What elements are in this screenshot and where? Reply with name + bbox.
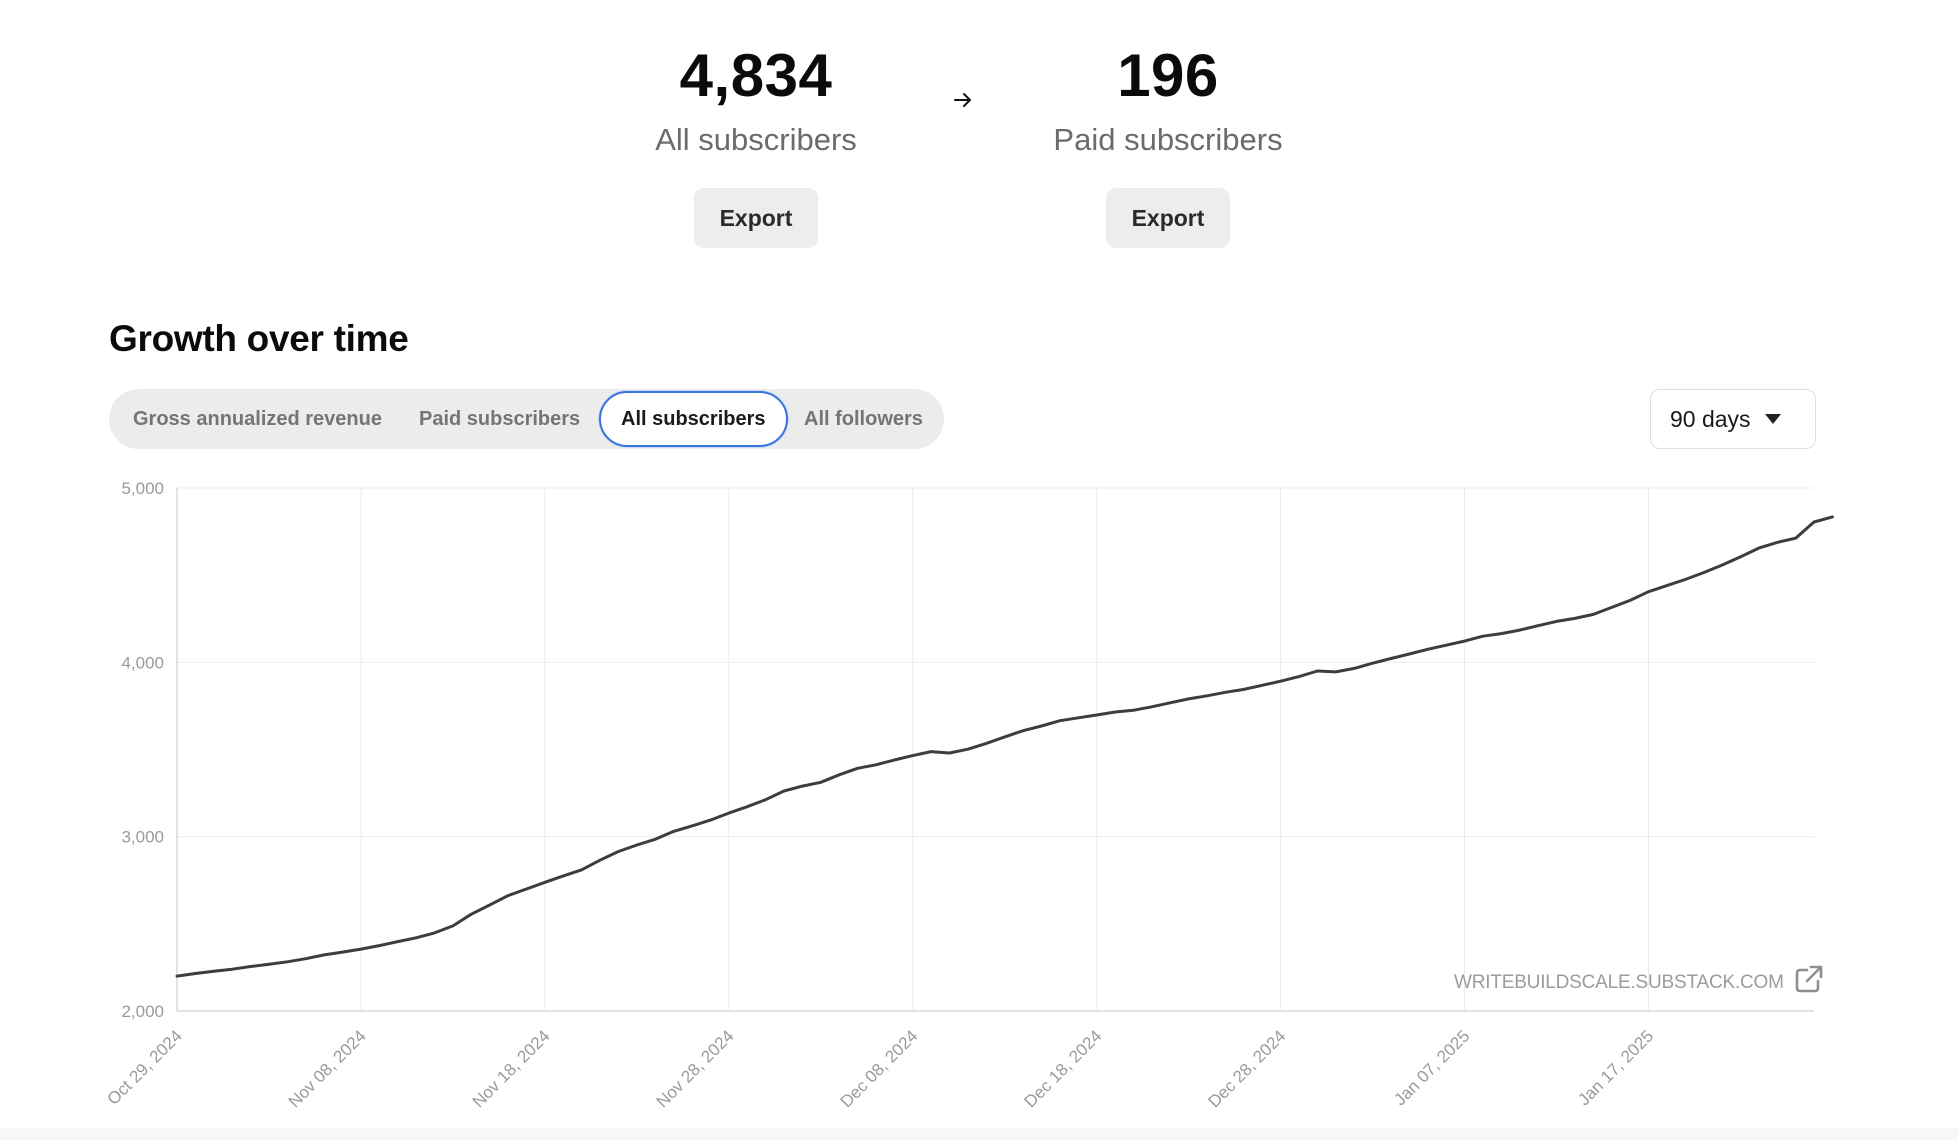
export-all-subscribers-button[interactable]: Export [693, 188, 819, 248]
page-bottom-edge [0, 1128, 1958, 1140]
x-tick-label: Dec 28, 2024 [1204, 1026, 1289, 1111]
y-tick-label: 5,000 [121, 479, 164, 498]
tab-paid-subscribers[interactable]: Paid subscribers [419, 408, 581, 430]
x-tick-label: Nov 28, 2024 [653, 1026, 738, 1111]
chart-series [175, 515, 1834, 978]
chart-tick-labels: 2,000 3,000 4,000 5,000 Oct 29, 2024 Nov 08, … [104, 479, 1658, 1111]
publication-link[interactable]: WRITEBUILDSCALE.SUBSTACK.COM [1454, 963, 1824, 1003]
tab-all-subscribers[interactable]: All subscribers [599, 391, 788, 447]
x-tick-label: Nov 18, 2024 [469, 1026, 554, 1111]
paid-subscribers-label: Paid subscribers [1053, 122, 1283, 157]
external-link-icon [1795, 965, 1823, 993]
chart-axes [176, 488, 1814, 1012]
all-subscribers-label: All subscribers [655, 122, 857, 157]
metric-tab-bar: Gross annualized revenue Paid subscriber… [109, 389, 944, 449]
x-tick-label: Dec 08, 2024 [837, 1026, 922, 1111]
chart-grid [177, 487, 1814, 1011]
x-tick-label: Oct 29, 2024 [104, 1026, 186, 1108]
arrow-right-icon [954, 93, 971, 107]
tab-gross-annualized-revenue[interactable]: Gross annualized revenue [133, 408, 382, 430]
x-tick-label: Dec 18, 2024 [1021, 1026, 1106, 1111]
x-tick-label: Jan 17, 2025 [1574, 1026, 1657, 1109]
paid-subscribers-stat: 196 Paid subscribers Export [958, 36, 1378, 248]
y-tick-label: 4,000 [121, 653, 164, 672]
y-tick-label: 3,000 [121, 828, 164, 847]
paid-subscribers-count: 196 [1117, 42, 1219, 109]
x-tick-label: Nov 08, 2024 [285, 1026, 370, 1111]
export-paid-subscribers-button[interactable]: Export [1105, 188, 1231, 248]
y-tick-label: 2,000 [121, 1002, 164, 1021]
publication-url: WRITEBUILDSCALE.SUBSTACK.COM [1454, 972, 1784, 993]
x-tick-label: Jan 07, 2025 [1390, 1026, 1473, 1109]
caret-down-icon [1765, 414, 1781, 424]
date-range-value: 90 days [1670, 406, 1751, 432]
growth-section-title: Growth over time [109, 318, 409, 359]
series-line-all-subscribers [175, 515, 1834, 978]
date-range-select[interactable]: 90 days [1650, 389, 1816, 449]
all-subscribers-count: 4,834 [679, 42, 833, 109]
tab-all-followers[interactable]: All followers [804, 408, 923, 430]
all-subscribers-stat: 4,834 All subscribers Export [546, 36, 966, 248]
